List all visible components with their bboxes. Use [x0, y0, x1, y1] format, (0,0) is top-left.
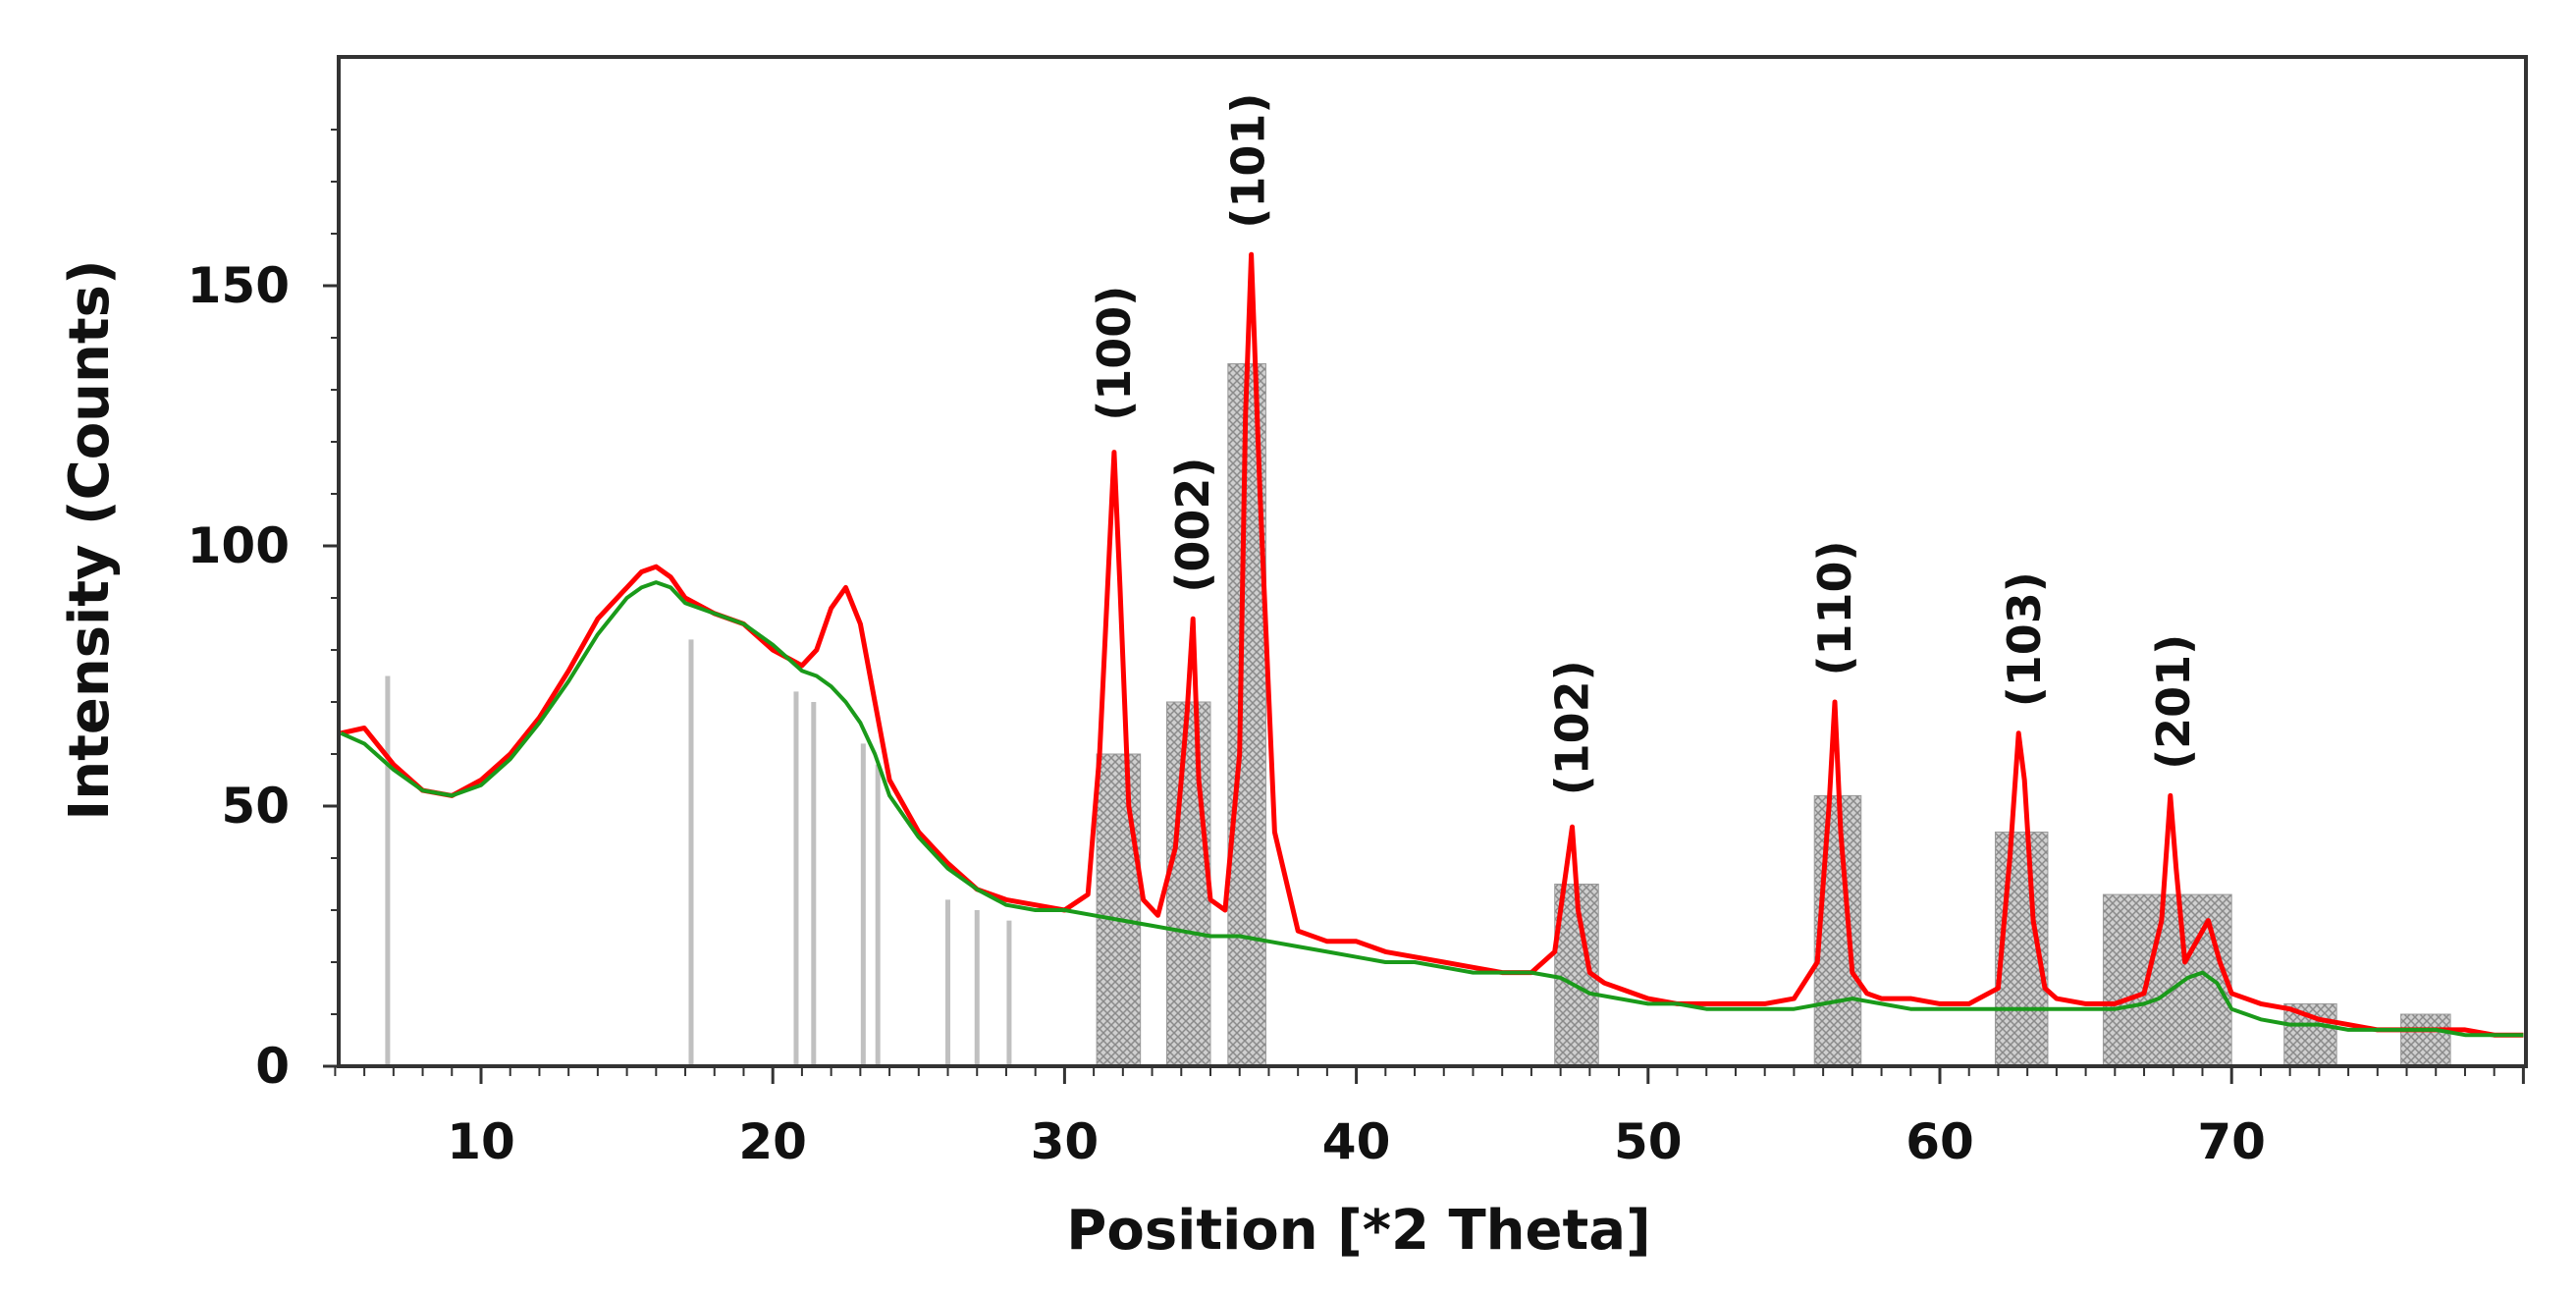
x-tick-label: 50	[1614, 1113, 1683, 1170]
y-tick-label: 50	[221, 778, 290, 835]
peak-label: (100)	[1088, 286, 1141, 421]
reference-region-1	[1096, 753, 1142, 1066]
x-tick-label: 60	[1905, 1113, 1974, 1170]
reference-region-8	[2283, 1002, 2337, 1066]
x-tick-label: 70	[2197, 1113, 2266, 1170]
y-tick-label: 150	[188, 257, 290, 314]
reference-region-2	[1165, 701, 1211, 1066]
axis-ticks: 10 20 30 40 50 60 70 0 50 100 150	[188, 129, 2525, 1170]
peak-label: (201)	[2147, 634, 2200, 770]
x-tick-label: 20	[738, 1113, 807, 1170]
peak-label: (102)	[1546, 660, 1599, 795]
plot-frame	[337, 55, 2528, 1068]
reference-region-9	[2400, 1013, 2451, 1066]
x-tick-label: 30	[1031, 1113, 1100, 1170]
y-axis-title: Intensity (Counts)	[58, 259, 122, 820]
background-fit-line	[340, 580, 2524, 1038]
reference-peaks	[385, 639, 1012, 1066]
measured-pattern-line	[340, 251, 2524, 1038]
x-tick-label: 10	[447, 1113, 515, 1170]
reference-region-5	[1813, 794, 1862, 1066]
peak-annotations: (100) (002) (101) (102) (110) (103) (201)	[1088, 93, 2200, 796]
x-tick-label: 40	[1322, 1113, 1391, 1170]
peak-label: (101)	[1222, 93, 1275, 229]
x-axis-title: Position [*2 Theta]	[1066, 1199, 1650, 1263]
peak-label: (103)	[1998, 571, 2051, 707]
series-layer	[340, 251, 2524, 1038]
peak-label: (002)	[1166, 458, 1219, 593]
y-tick-label: 0	[255, 1038, 290, 1095]
reference-regions	[1096, 363, 2451, 1066]
y-tick-label: 100	[188, 517, 290, 574]
peak-label: (110)	[1808, 540, 1861, 675]
